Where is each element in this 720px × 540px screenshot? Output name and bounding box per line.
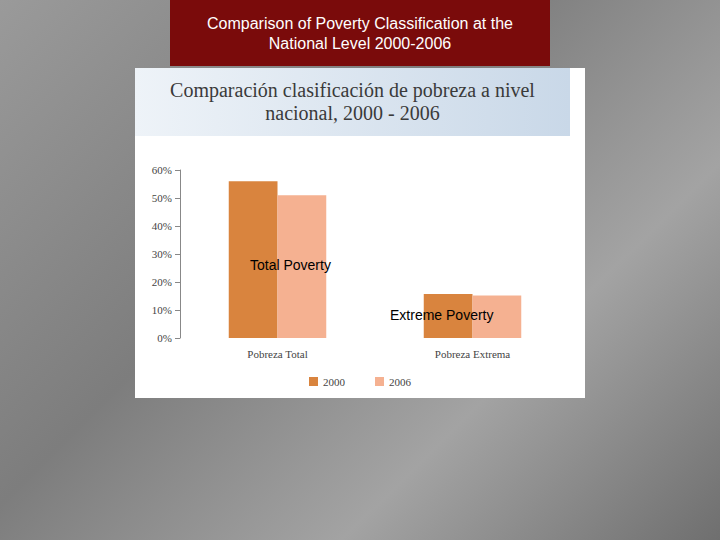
svg-text:40%: 40% [152, 220, 172, 232]
html-text:Comparación clasificación de p: Comparación clasificación de pobreza a n… [170, 79, 535, 124]
svg-text:2006: 2006 [389, 376, 412, 388]
svg-text:Extreme Poverty: Extreme Poverty [390, 307, 493, 323]
html-text:Comparison of Poverty Classifi: Comparison of Poverty Classification at … [207, 15, 513, 52]
svg-text:20%: 20% [152, 276, 172, 288]
svg-text:50%: 50% [152, 192, 172, 204]
svg-text:30%: 30% [152, 248, 172, 260]
svg-text:0%: 0% [157, 332, 172, 344]
svg-text:2000: 2000 [323, 376, 346, 388]
svg-text:Total Poverty: Total Poverty [250, 257, 331, 273]
svg-text:10%: 10% [152, 304, 172, 316]
svg-text:60%: 60% [152, 164, 172, 176]
svg-text:Pobreza Extrema: Pobreza Extrema [435, 348, 511, 360]
svg-text:Pobreza Total: Pobreza Total [247, 348, 307, 360]
